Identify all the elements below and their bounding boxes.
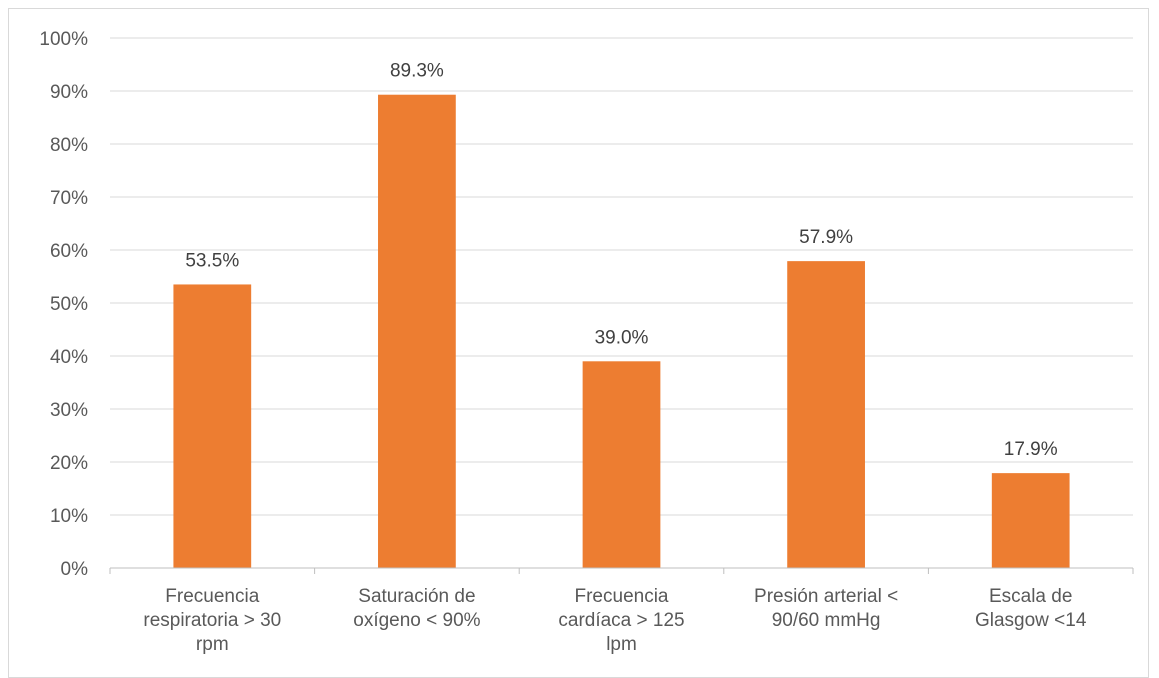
y-tick-label: 90% <box>50 82 88 103</box>
gridlines <box>110 37 1133 516</box>
y-axis-tick-labels: 0% 10% 20% 30% 40% 50% 60% 70% 80% 90% 100% <box>39 29 88 580</box>
y-tick-label: 40% <box>50 347 88 368</box>
bars <box>173 94 1070 569</box>
y-tick-label: 30% <box>50 400 88 421</box>
category-label: Presión arterial <90/60 mmHg <box>754 586 898 631</box>
category-label: Escala de Glasgow <14 <box>975 586 1087 631</box>
bar <box>582 361 661 568</box>
bar <box>378 94 456 569</box>
bar <box>991 473 1070 568</box>
bar <box>787 261 865 568</box>
data-label: 39.0% <box>595 327 649 348</box>
category-labels: Frecuencia respiratoria > 30 rpm Saturación… <box>143 586 1086 655</box>
y-tick-label: 20% <box>50 453 88 474</box>
category-label: Saturación de oxígeno < 90% <box>353 586 480 631</box>
category-label: Frecuencia respiratoria > 30 rpm <box>143 586 281 655</box>
data-label: 89.3% <box>390 61 444 82</box>
y-tick-label: 50% <box>50 294 88 315</box>
data-label: 17.9% <box>1004 439 1058 460</box>
y-tick-label: 100% <box>39 29 88 50</box>
y-tick-label: 10% <box>50 506 88 527</box>
y-tick-label: 80% <box>50 135 88 156</box>
y-tick-label: 70% <box>50 188 88 209</box>
data-labels: 53.5% 89.3% 39.0% 57.9% 17.9% <box>185 61 1057 460</box>
data-label: 53.5% <box>185 250 239 271</box>
x-axis <box>109 567 1134 574</box>
bar <box>173 284 252 568</box>
category-label: Frecuencia cardíaca > 125 lpm <box>558 586 684 655</box>
y-tick-label: 60% <box>50 241 88 262</box>
y-tick-label: 0% <box>61 559 89 580</box>
data-label: 57.9% <box>799 227 853 248</box>
